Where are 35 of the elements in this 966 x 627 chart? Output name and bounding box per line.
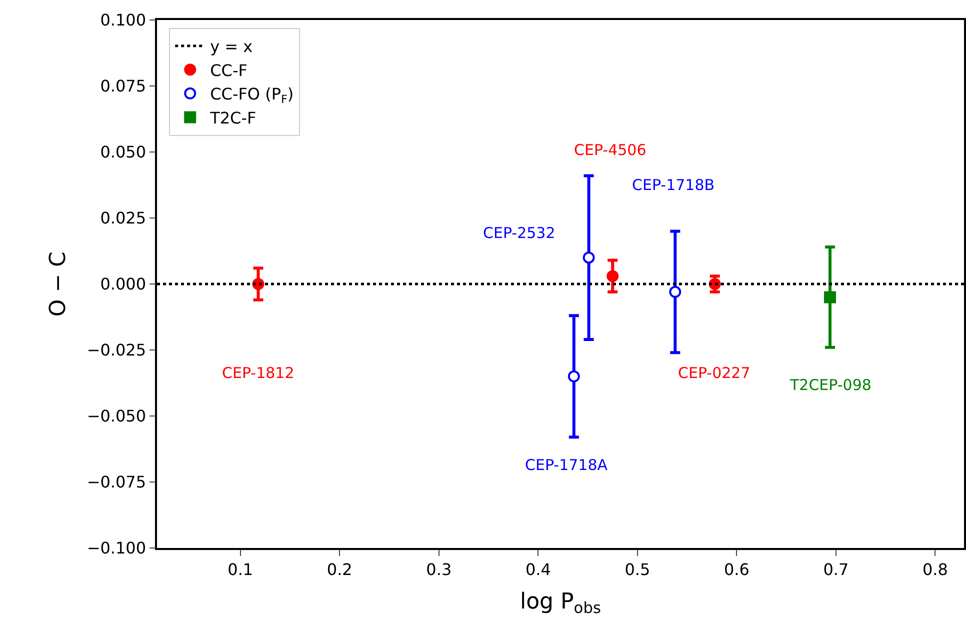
y-tick-label: 0.100 — [100, 10, 146, 30]
y-tick-label: −0.100 — [86, 538, 146, 558]
annotation: T2CEP-098 — [789, 376, 872, 394]
y-axis-title: O − C — [46, 251, 72, 317]
legend-label: CC-FO (P$_{F}$) — [210, 84, 294, 106]
y-tick-label: 0.000 — [100, 274, 146, 294]
y-tick-label: 0.050 — [100, 142, 146, 162]
annotation: CEP-2532 — [483, 224, 556, 242]
y-tick-label: −0.050 — [86, 406, 146, 426]
legend-label: y = x — [210, 37, 253, 56]
x-tick-label: 0.8 — [922, 560, 948, 579]
point — [606, 270, 619, 282]
y-tick-label: −0.075 — [86, 472, 146, 492]
x-tick-label: 0.7 — [823, 560, 849, 579]
y-tick-label: −0.025 — [86, 340, 146, 360]
point — [582, 252, 595, 264]
x-axis-title: log P$_{obs}$ — [520, 589, 602, 617]
y-tick-label: 0.075 — [100, 76, 146, 96]
x-tick-label: 0.4 — [525, 560, 551, 579]
annotation: CEP-1718A — [525, 456, 608, 474]
x-tick-label: 0.6 — [724, 560, 750, 579]
legend-label: T2C-F — [209, 108, 256, 128]
legend-label: CC-F — [210, 60, 248, 80]
point — [568, 370, 580, 382]
annotation: CEP-4506 — [574, 141, 646, 159]
annotation: CEP-0227 — [678, 364, 750, 382]
x-tick-label: 0.2 — [326, 560, 352, 579]
x-tick-label: 0.3 — [426, 560, 452, 579]
annotation: CEP-1718B — [632, 176, 715, 194]
annotation: CEP-1812 — [222, 364, 294, 382]
x-tick-label: 0.1 — [228, 560, 254, 579]
point — [669, 286, 682, 298]
y-tick-label: 0.025 — [100, 208, 146, 228]
point — [824, 291, 836, 304]
x-tick-label: 0.5 — [624, 560, 650, 579]
